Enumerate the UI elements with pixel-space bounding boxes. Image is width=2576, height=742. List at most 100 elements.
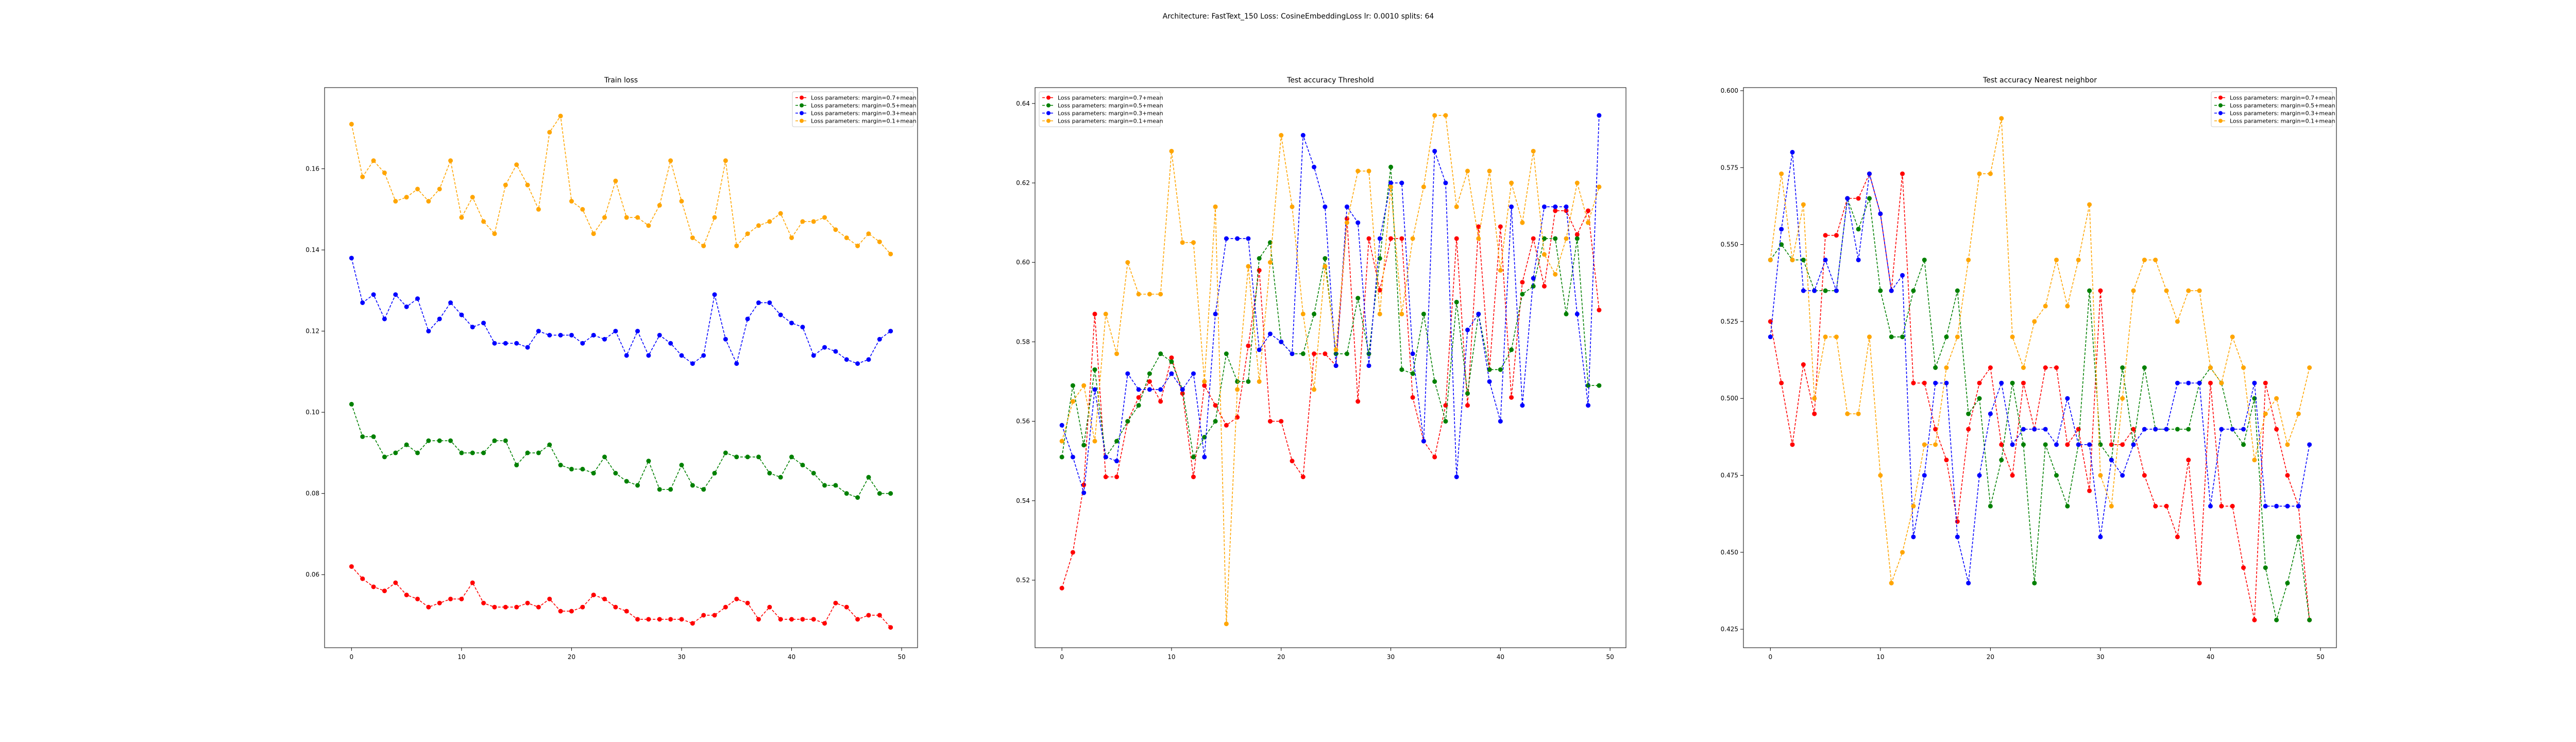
data-point xyxy=(591,470,596,476)
data-point xyxy=(503,182,508,188)
legend-marker xyxy=(1046,95,1050,100)
data-point xyxy=(558,463,563,468)
data-point xyxy=(2120,473,2125,478)
data-point xyxy=(2230,427,2235,432)
data-point xyxy=(888,329,893,334)
data-point xyxy=(415,450,420,456)
data-point xyxy=(1586,403,1591,408)
data-point xyxy=(701,487,706,492)
data-point xyxy=(2065,503,2070,509)
data-point xyxy=(1081,482,1087,487)
data-point xyxy=(1114,475,1120,480)
data-point xyxy=(690,235,695,240)
data-point xyxy=(1487,367,1492,372)
data-point xyxy=(844,604,849,610)
data-point xyxy=(1125,419,1130,424)
data-point xyxy=(1279,339,1284,344)
legend-marker xyxy=(800,103,804,108)
data-point xyxy=(1801,257,1806,262)
data-point xyxy=(2120,365,2125,370)
data-point xyxy=(723,158,728,163)
data-point xyxy=(2021,442,2026,447)
data-point xyxy=(2241,442,2246,447)
data-point xyxy=(1355,296,1361,301)
data-point xyxy=(745,231,750,237)
data-point xyxy=(2208,503,2213,509)
data-point xyxy=(1487,168,1492,174)
x-tick-label: 30 xyxy=(2096,653,2104,661)
x-tick-label: 10 xyxy=(1167,653,1175,661)
data-point xyxy=(1801,362,1806,367)
data-point xyxy=(1454,475,1459,480)
data-point xyxy=(1059,439,1064,444)
subplot: Test accuracy Nearest neighbor 0 10 20 30 40 5… xyxy=(1721,76,2337,661)
data-point xyxy=(646,459,651,464)
data-point xyxy=(833,227,838,232)
data-point xyxy=(1900,171,1905,176)
series-line xyxy=(1770,118,2310,583)
data-point xyxy=(569,199,574,204)
data-point xyxy=(668,341,673,346)
data-point xyxy=(811,219,816,224)
data-point xyxy=(1977,171,1982,176)
data-point xyxy=(1158,351,1163,357)
data-point xyxy=(2230,334,2235,340)
data-point xyxy=(866,475,871,480)
x-tick-label: 50 xyxy=(2316,653,2324,661)
data-point xyxy=(514,463,519,468)
y-tick-label: 0.58 xyxy=(1016,338,1030,345)
data-point xyxy=(2175,380,2180,385)
data-point xyxy=(822,215,827,220)
data-point xyxy=(2175,534,2180,539)
data-point xyxy=(1922,380,1927,385)
data-point xyxy=(349,564,354,569)
data-point xyxy=(558,113,563,119)
data-point xyxy=(525,345,530,350)
data-point xyxy=(844,357,849,362)
data-point xyxy=(602,454,607,460)
y-tick-label: 0.575 xyxy=(1721,164,1738,171)
data-point xyxy=(2021,380,2026,385)
data-point xyxy=(404,593,409,598)
data-point xyxy=(2054,442,2059,447)
data-point xyxy=(888,625,893,630)
data-point xyxy=(1355,399,1361,404)
data-point xyxy=(1410,371,1415,376)
data-point xyxy=(1988,171,1993,176)
data-point xyxy=(1900,334,1905,340)
data-point xyxy=(1246,379,1251,384)
data-point xyxy=(2263,411,2268,416)
x-tick-label: 40 xyxy=(1497,653,1504,661)
data-point xyxy=(1323,264,1328,269)
data-point xyxy=(525,600,530,605)
data-point xyxy=(1812,396,1817,401)
data-point xyxy=(1823,233,1828,238)
data-point xyxy=(404,304,409,309)
data-point xyxy=(1465,168,1470,174)
data-point xyxy=(426,199,431,204)
data-point xyxy=(1246,264,1251,269)
data-point xyxy=(2120,396,2125,401)
data-point xyxy=(360,300,365,305)
series-line xyxy=(1061,115,1600,624)
data-point xyxy=(1586,208,1591,213)
data-point xyxy=(1388,164,1394,170)
data-point xyxy=(1147,379,1152,384)
data-point xyxy=(1333,351,1338,357)
data-point xyxy=(1845,411,1850,416)
data-point xyxy=(1922,257,1927,262)
data-point xyxy=(2186,427,2191,432)
data-point xyxy=(2263,380,2268,385)
data-point xyxy=(2131,288,2136,293)
data-point xyxy=(2131,427,2136,432)
data-point xyxy=(1867,171,1872,176)
data-point xyxy=(1443,113,1448,118)
data-point xyxy=(734,454,739,460)
data-point xyxy=(1889,581,1894,586)
data-point xyxy=(1279,419,1284,424)
data-point xyxy=(690,621,695,626)
data-point xyxy=(1443,419,1448,424)
data-point xyxy=(1574,180,1580,185)
y-tick-label: 0.60 xyxy=(1016,259,1030,266)
y-tick-label: 0.56 xyxy=(1016,418,1030,425)
